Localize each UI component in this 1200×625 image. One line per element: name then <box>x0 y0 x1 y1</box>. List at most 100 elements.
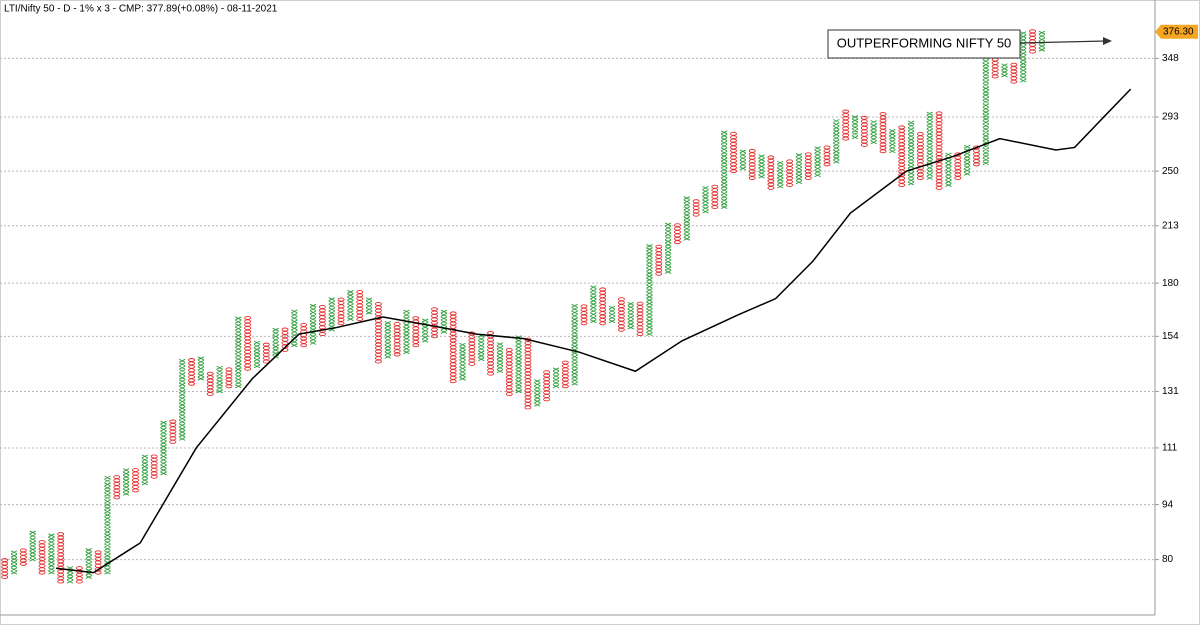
o-column <box>991 57 999 79</box>
o-column <box>935 111 943 190</box>
o-column <box>748 148 756 180</box>
x-column <box>963 144 971 176</box>
o-column <box>711 184 719 209</box>
x-column <box>646 244 653 337</box>
annotation-arrow <box>1019 40 1107 44</box>
x-column <box>552 367 560 389</box>
x-column <box>478 333 485 362</box>
o-column <box>300 323 308 348</box>
x-column <box>328 297 335 332</box>
o-column <box>468 331 476 366</box>
x-column <box>496 342 504 374</box>
o-column <box>636 301 644 337</box>
annotation-box <box>827 29 1021 59</box>
o-column <box>580 304 588 326</box>
x-column <box>459 342 466 381</box>
o-column <box>57 532 65 584</box>
x-column <box>10 550 18 575</box>
y-tick-label: 131 <box>1162 386 1179 397</box>
o-column <box>113 475 121 500</box>
o-column <box>730 131 737 174</box>
y-tick-label: 111 <box>1162 443 1178 454</box>
x-column <box>720 130 728 209</box>
x-column <box>29 530 36 562</box>
o-column <box>823 145 831 167</box>
o-column <box>692 199 700 217</box>
o-column <box>19 548 27 566</box>
o-column <box>356 290 364 321</box>
x-column <box>683 196 691 241</box>
o-column <box>804 152 812 180</box>
o-column <box>916 132 924 180</box>
o-column <box>973 145 980 167</box>
o-column <box>412 316 420 348</box>
x-column <box>627 301 634 330</box>
x-column <box>777 160 784 189</box>
y-tick-label: 80 <box>1162 554 1174 565</box>
x-column <box>870 120 877 145</box>
o-column <box>449 311 457 384</box>
x-column <box>702 185 709 214</box>
o-column <box>786 159 794 187</box>
o-column <box>318 305 326 337</box>
o-column <box>188 358 196 386</box>
o-column <box>617 297 625 332</box>
x-column <box>833 119 840 164</box>
o-column <box>75 566 83 584</box>
o-column <box>94 550 102 575</box>
o-column <box>954 152 962 180</box>
x-column <box>66 566 74 584</box>
o-column <box>524 337 532 410</box>
o-column <box>337 297 345 326</box>
o-column <box>374 302 382 364</box>
x-column <box>235 316 242 389</box>
x-column <box>608 305 616 324</box>
o-column <box>38 540 46 575</box>
x-column <box>122 468 130 496</box>
x-column <box>197 356 205 381</box>
price-tag-label: 376.30 <box>1163 26 1194 37</box>
x-column <box>48 533 55 575</box>
y-tick-label: 348 <box>1162 53 1179 64</box>
x-column <box>590 285 597 324</box>
x-column <box>739 149 747 171</box>
x-column <box>216 365 223 394</box>
chart-title: LTI/Nifty 50 - D - 1% x 3 - CMP: 377.89(… <box>4 4 278 15</box>
o-column <box>767 155 775 190</box>
x-column <box>384 321 391 359</box>
x-column <box>851 115 859 140</box>
x-column <box>758 154 765 179</box>
x-column <box>179 358 186 441</box>
x-column <box>571 303 578 386</box>
o-column <box>655 244 663 276</box>
x-column <box>421 318 429 343</box>
x-column <box>85 548 92 579</box>
x-column <box>160 420 167 476</box>
y-tick-label: 154 <box>1162 331 1179 342</box>
o-column <box>169 419 177 444</box>
x-column <box>141 454 149 486</box>
x-column <box>534 379 541 407</box>
y-tick-label: 293 <box>1162 112 1179 123</box>
o-column <box>842 109 850 141</box>
x-column <box>515 335 522 394</box>
o-column <box>1 558 9 579</box>
moving-average <box>55 88 1132 574</box>
o-column <box>225 367 233 389</box>
x-column <box>309 303 317 345</box>
y-tick-label: 180 <box>1162 278 1179 289</box>
o-column <box>561 360 569 389</box>
o-column <box>206 371 214 396</box>
o-column <box>599 287 607 326</box>
o-column <box>505 348 513 396</box>
o-column <box>860 115 868 147</box>
x-column <box>365 297 373 315</box>
x-column <box>347 290 354 321</box>
y-tick-label: 250 <box>1162 166 1179 177</box>
annotation: OUTPERFORMING NIFTY 50 <box>837 35 1012 50</box>
y-tick-label: 94 <box>1162 499 1174 510</box>
x-column <box>664 222 672 274</box>
x-column <box>889 129 896 154</box>
x-column <box>814 146 821 178</box>
